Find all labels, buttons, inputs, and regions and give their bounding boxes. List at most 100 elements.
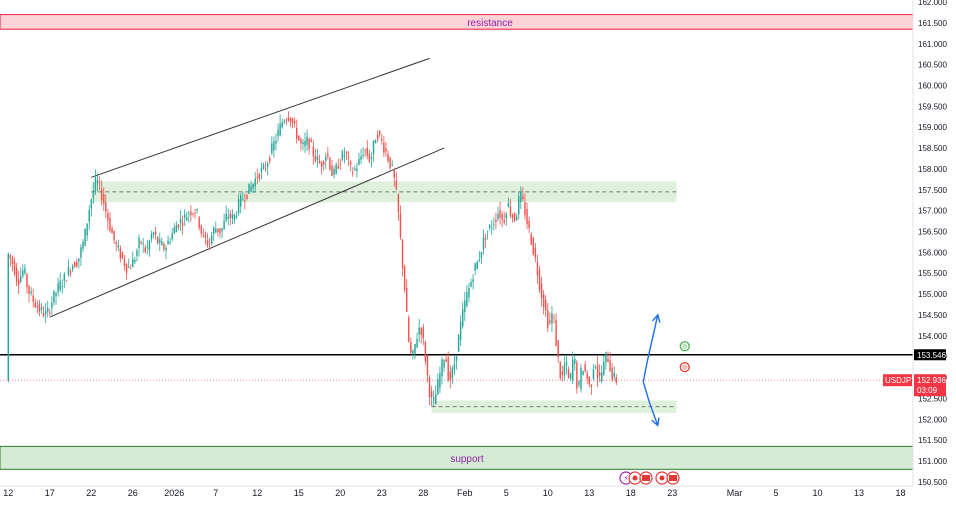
candle-body [204, 234, 207, 238]
candle [242, 191, 244, 202]
resistance-zone[interactable] [0, 14, 914, 30]
candle [173, 222, 176, 234]
candle-body [428, 377, 431, 398]
candle-body [430, 391, 433, 398]
candle [306, 129, 308, 152]
candle-body [322, 161, 325, 165]
candle [248, 183, 250, 195]
candle-body [105, 202, 107, 212]
candle-body [503, 220, 505, 223]
price-axis[interactable] [912, 0, 956, 486]
candle [67, 259, 70, 277]
candle [453, 355, 456, 375]
candle [260, 162, 263, 180]
candle [281, 118, 283, 129]
price-tick-label: 150.500 [918, 478, 947, 487]
time-tick-label: 17 [45, 488, 55, 498]
alert-marker[interactable] [679, 341, 690, 352]
candle [366, 140, 369, 160]
candle [190, 205, 192, 222]
trend-channel-line[interactable] [49, 147, 445, 318]
candle [505, 212, 508, 226]
candle-body [132, 259, 134, 268]
arrow-head-icon [651, 417, 660, 427]
time-tick-label: 15 [294, 488, 304, 498]
candle-body [57, 283, 59, 293]
candle-body [329, 157, 331, 170]
time-tick-label: Mar [727, 488, 743, 498]
candle [202, 228, 205, 238]
candle-body [615, 377, 618, 383]
candle-body [561, 371, 564, 375]
candle-body [389, 157, 391, 169]
candle [447, 351, 449, 382]
candle [466, 285, 468, 308]
candle [239, 193, 242, 214]
candle-body [250, 186, 252, 192]
candle [364, 148, 366, 157]
candle [345, 151, 348, 161]
candle-body [173, 227, 176, 234]
alert-marker[interactable] [679, 361, 690, 373]
candle-body [524, 202, 526, 216]
candle [584, 360, 586, 373]
candle-body [470, 282, 472, 287]
candle [565, 354, 568, 375]
candle-body [391, 164, 393, 166]
candle [42, 306, 45, 318]
candle-body [198, 217, 200, 228]
candle-body [459, 322, 462, 340]
candle [115, 240, 117, 251]
candle-body [466, 292, 468, 306]
candle [331, 159, 333, 177]
candle-body [453, 363, 456, 370]
channel-layer [49, 57, 445, 318]
candle-body [40, 307, 43, 310]
candle-body [279, 123, 281, 136]
candle-body [235, 215, 238, 217]
candle [28, 284, 30, 303]
candle [449, 364, 452, 389]
candle [559, 360, 561, 381]
candle [61, 279, 63, 294]
price-tick-label: 152.500 [918, 394, 947, 403]
candle-body [44, 310, 47, 315]
candle-body [381, 138, 383, 141]
candle [183, 209, 186, 227]
candle-body [574, 358, 576, 364]
candle-body [395, 180, 398, 190]
time-tick-label: 13 [584, 488, 594, 498]
candle [46, 300, 49, 318]
candle-body [505, 213, 508, 219]
candle-body [140, 241, 142, 244]
candle-body [374, 140, 377, 144]
candle [7, 252, 10, 383]
projection-arrow[interactable] [642, 381, 659, 426]
trend-channel-line[interactable] [91, 57, 430, 178]
candle-body [607, 358, 609, 362]
candle [445, 353, 447, 363]
candle [509, 199, 512, 219]
projection-arrow[interactable] [642, 314, 659, 382]
candle [580, 363, 582, 393]
candle-body [542, 294, 545, 308]
candle [470, 278, 472, 288]
candle-body [515, 216, 518, 221]
candle-body [138, 237, 140, 249]
zone-box[interactable] [91, 181, 677, 203]
candle-body [486, 230, 489, 232]
candle [181, 215, 184, 236]
candle [422, 323, 425, 346]
candle [215, 221, 217, 234]
candle [140, 240, 142, 245]
candle-body [42, 312, 45, 317]
candle [435, 385, 437, 405]
event-icons[interactable]: ⚡ [619, 471, 680, 485]
candle [293, 117, 296, 128]
candle [71, 263, 74, 273]
candle [432, 390, 435, 407]
candle-body [269, 157, 271, 162]
candle [520, 186, 522, 210]
